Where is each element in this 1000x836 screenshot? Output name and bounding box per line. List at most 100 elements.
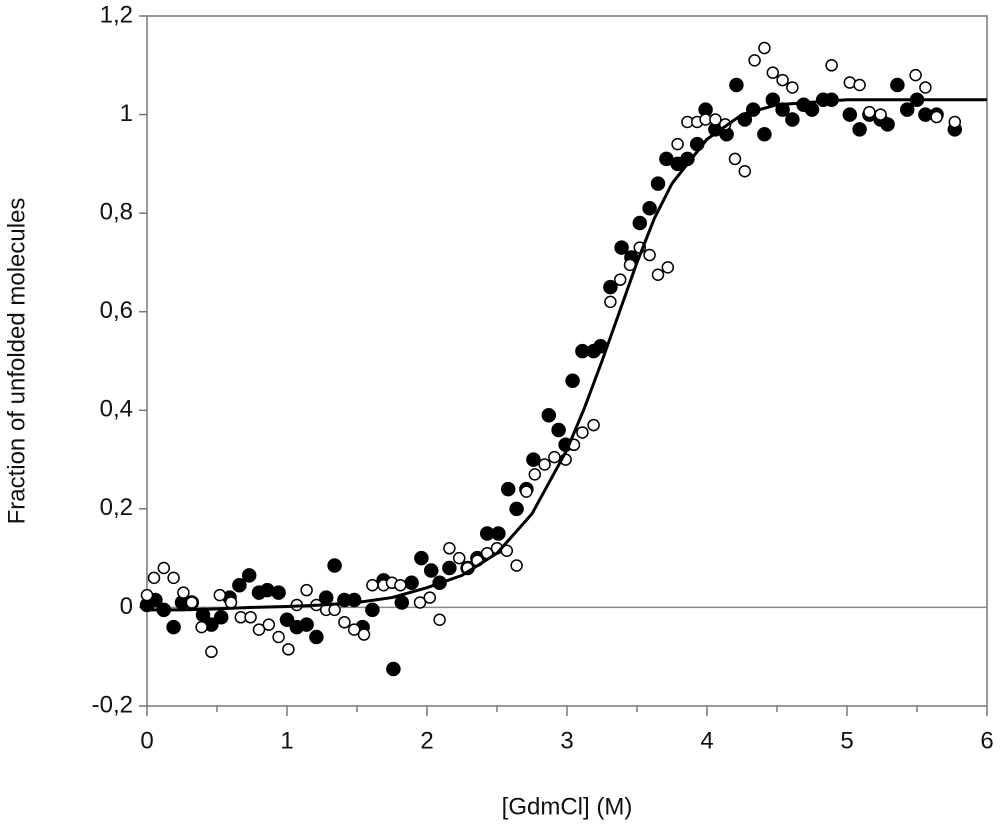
data-point [757, 127, 772, 142]
data-point [442, 560, 457, 576]
data-point [576, 426, 589, 439]
data-point [279, 612, 295, 627]
data-point [140, 588, 154, 602]
data-point [289, 619, 305, 635]
data-point [804, 102, 820, 117]
data-point [185, 596, 199, 609]
data-point [509, 501, 524, 517]
x-tick-label: 6 [980, 727, 993, 754]
data-point [526, 452, 541, 467]
data-point [510, 559, 523, 572]
data-point [147, 571, 161, 585]
fit-line [147, 98, 987, 612]
data-point [413, 596, 427, 609]
data-point [443, 542, 456, 555]
data-point [661, 261, 675, 274]
x-tick-label: 3 [560, 727, 573, 754]
data-point [863, 105, 876, 119]
data-point [899, 102, 915, 117]
data-point [729, 77, 744, 93]
data-point [404, 575, 419, 591]
data-point [528, 468, 542, 481]
data-point [671, 137, 684, 151]
data-point [919, 81, 932, 94]
data-point [880, 117, 895, 132]
data-point [338, 615, 351, 629]
data-point [538, 458, 551, 471]
data-point [327, 558, 342, 573]
data-point [565, 373, 580, 388]
data-point [244, 611, 257, 624]
y-tick-label: 0,6 [100, 297, 133, 324]
y-tick-label: 0 [120, 593, 133, 620]
data-point [874, 108, 887, 121]
data-point [479, 526, 495, 541]
data-point [758, 41, 771, 55]
data-point [930, 110, 943, 124]
data-point [890, 77, 905, 93]
y-tick-label: 1 [120, 100, 133, 127]
data-point [709, 113, 722, 126]
data-point [195, 620, 208, 634]
data-point [776, 73, 789, 87]
data-point [166, 619, 181, 635]
data-point [738, 165, 752, 178]
y-tick-label: 0,4 [100, 396, 133, 423]
data-point [272, 630, 285, 644]
data-point [604, 295, 617, 309]
data-point [650, 176, 666, 191]
data-point [632, 215, 648, 231]
data-point [423, 591, 437, 604]
data-point [500, 481, 516, 497]
data-point [157, 561, 171, 575]
data-point [347, 623, 361, 636]
x-tick-label: 1 [280, 727, 293, 754]
data-point [357, 628, 371, 641]
data-point [651, 268, 665, 281]
x-tick-label: 4 [700, 727, 713, 754]
data-point [614, 240, 629, 255]
data-point [643, 248, 656, 262]
x-tick-label: 2 [420, 727, 433, 754]
data-point [786, 81, 799, 94]
data-point [433, 613, 446, 626]
data-point [394, 595, 410, 610]
y-tick-label: 0,8 [100, 198, 133, 225]
data-point [603, 279, 618, 295]
y-axis-label: Fraction of unfolded molecules [3, 198, 30, 525]
y-tick-label: -0,2 [92, 691, 133, 718]
data-point [213, 588, 227, 602]
x-tick-label: 0 [140, 727, 153, 754]
data-point [748, 54, 761, 67]
data-point [177, 586, 190, 599]
data-point [548, 450, 561, 464]
data-point [853, 78, 866, 92]
data-point [251, 585, 267, 600]
data-point [241, 568, 257, 583]
data-point [613, 273, 627, 286]
data-point [366, 579, 379, 592]
data-point [414, 550, 429, 566]
data-point [825, 59, 838, 72]
x-tick-label: 5 [840, 727, 853, 754]
data-point [766, 66, 780, 79]
data-point [282, 643, 295, 656]
data-point [167, 571, 180, 585]
data-point [785, 112, 800, 127]
data-point [909, 68, 922, 82]
data-point [423, 563, 439, 578]
data-point [252, 623, 266, 636]
plot-frame [146, 15, 988, 707]
data-point [262, 618, 276, 631]
y-tick-label: 1,2 [100, 1, 133, 28]
data-point [394, 579, 407, 592]
data-point [205, 645, 218, 659]
data-point [520, 485, 533, 498]
data-point [300, 583, 313, 597]
data-point [852, 122, 867, 137]
data-point [948, 115, 962, 129]
data-point [587, 418, 600, 432]
data-point [232, 578, 247, 593]
